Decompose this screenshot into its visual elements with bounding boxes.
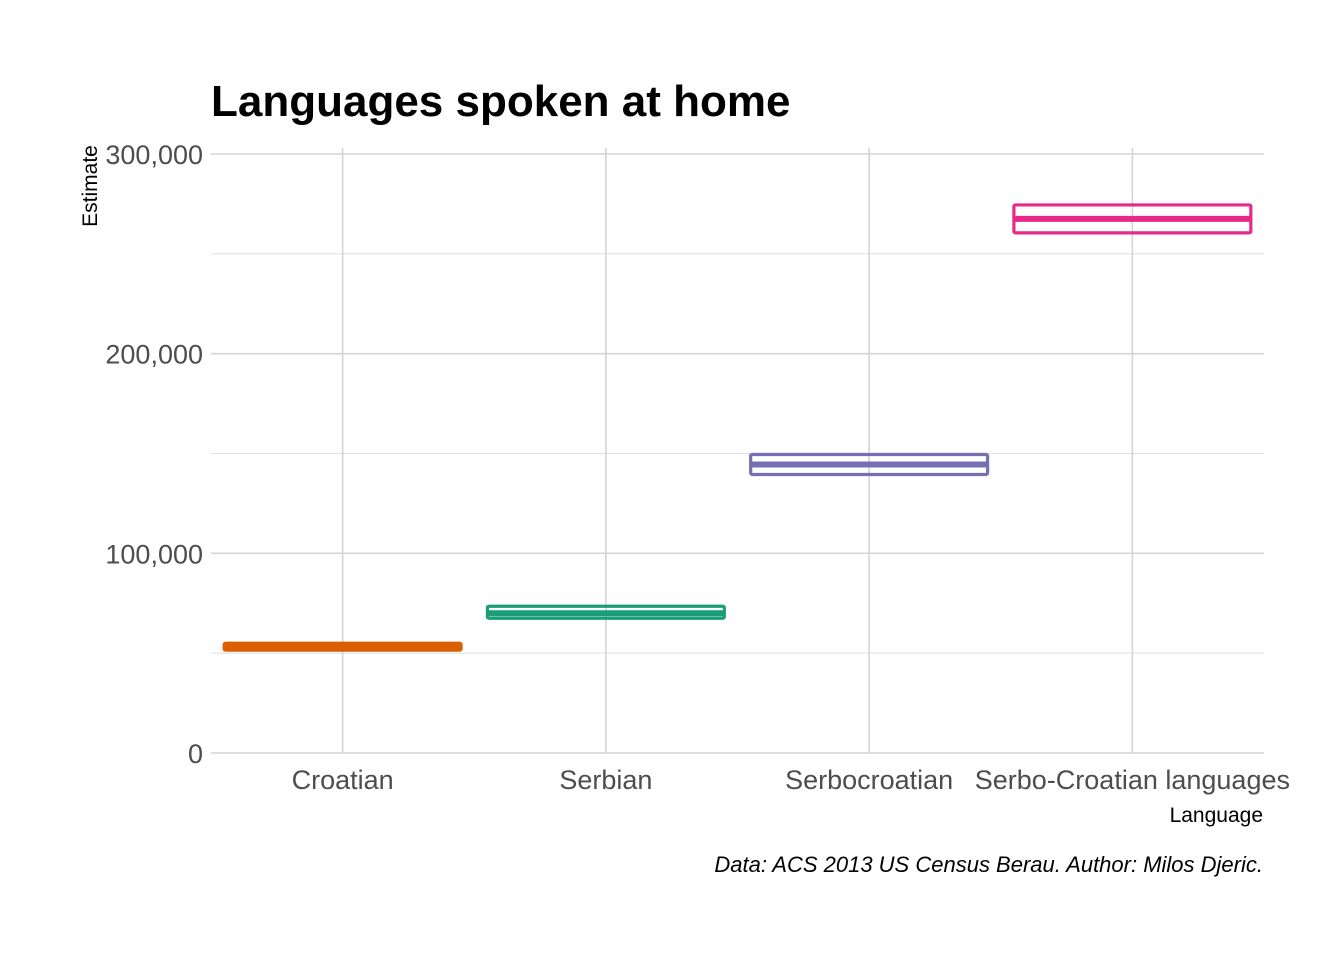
y-axis-title: Estimate [79, 145, 102, 227]
y-tick-labels: 0 100,000 200,000 300,000 [105, 140, 203, 769]
x-tick-label: Serbo-Croatian languages [975, 765, 1290, 795]
y-tick-label: 100,000 [105, 539, 203, 569]
chart-title: Languages spoken at home [211, 77, 790, 126]
x-tick-labels: Croatian Serbian Serbocroatian Serbo-Croati… [292, 765, 1290, 795]
x-axis-title: Language [1170, 804, 1263, 827]
caption: Data: ACS 2013 US Census Berau. Author: … [714, 852, 1263, 877]
x-tick-label: Serbocroatian [785, 765, 953, 795]
x-tick-label: Croatian [292, 765, 394, 795]
y-tick-label: 300,000 [105, 140, 203, 170]
crossbars [222, 203, 1253, 652]
x-tick-label: Serbian [559, 765, 652, 795]
grid [211, 148, 1264, 754]
y-tick-label: 200,000 [105, 340, 203, 370]
y-tick-label: 0 [188, 739, 203, 769]
